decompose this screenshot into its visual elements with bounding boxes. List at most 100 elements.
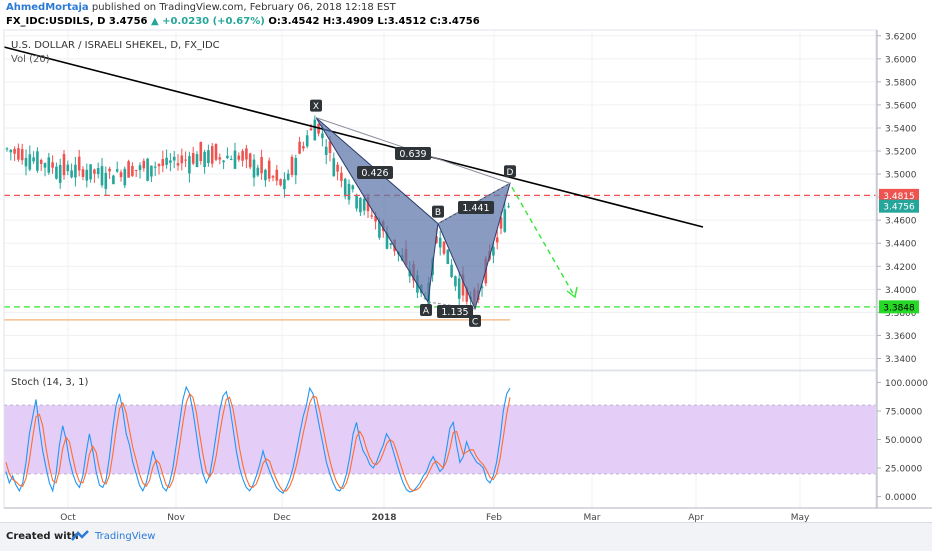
- candle-body: [184, 159, 187, 161]
- candle-body: [324, 146, 328, 155]
- candle-body: [51, 162, 54, 168]
- price-change: +0.0230 (+0.67%): [162, 16, 265, 27]
- projection-arrow-head: [566, 286, 578, 299]
- price-label: 3.4815: [883, 192, 915, 202]
- stoch-series-line: [5, 392, 511, 492]
- chart-title: U.S. DOLLAR / ISRAELI SHEKEL, D, FX_IDC: [11, 40, 220, 51]
- pattern-point-label: C: [472, 317, 478, 327]
- candle-body: [214, 144, 218, 160]
- stoch-tick-label: 75.0000: [885, 407, 922, 417]
- candle-body: [457, 278, 461, 299]
- candle-body: [237, 155, 241, 160]
- stoch-tick-label: 25.0000: [885, 465, 922, 475]
- candle-body: [313, 119, 317, 141]
- stoch-tick-label: 0.0000: [885, 493, 917, 503]
- candle-body: [39, 159, 43, 164]
- candle-body: [115, 169, 119, 172]
- candle-body: [256, 167, 260, 176]
- candle-body: [480, 286, 484, 289]
- candle-body: [210, 146, 214, 164]
- candle-body: [17, 148, 20, 160]
- candle-body: [123, 168, 127, 186]
- candle-body: [245, 148, 248, 160]
- candle-body: [81, 169, 85, 177]
- candle-body: [199, 141, 203, 162]
- stoch-title: Stoch (14, 3, 1): [11, 377, 88, 388]
- candle-body: [85, 169, 89, 181]
- candle-body: [302, 146, 305, 149]
- candle-body: [195, 154, 199, 168]
- symbol-label: FX_IDC:USDILS, D: [6, 16, 106, 27]
- author-name[interactable]: AhmedMortaja: [6, 2, 89, 13]
- candle-body: [13, 148, 16, 154]
- stoch-band: [4, 405, 876, 474]
- candlestick-series: [5, 115, 510, 312]
- change-up-icon: ▲: [150, 16, 159, 27]
- candle-body: [134, 169, 138, 171]
- tradingview-logo-icon: [71, 530, 89, 541]
- candle-body: [355, 195, 358, 209]
- price-label: 3.4756: [883, 203, 915, 213]
- price-label-badge: [879, 188, 919, 202]
- candle-body: [359, 198, 362, 213]
- time-tick-label: Mar: [584, 513, 601, 522]
- candle-body: [32, 157, 35, 162]
- chart-header: AhmedMortaja published on TradingView.co…: [0, 0, 932, 30]
- candle-body: [218, 157, 222, 160]
- candle-body: [77, 156, 81, 171]
- candle-body: [74, 164, 77, 178]
- candle-body: [279, 179, 282, 186]
- pattern-point-label: B: [435, 208, 441, 218]
- candle-body: [176, 163, 180, 166]
- price-tick-label: 3.3400: [885, 355, 917, 365]
- candle-body: [495, 237, 499, 243]
- candle-body: [229, 159, 233, 161]
- high-value: H:3.4909: [322, 16, 374, 27]
- candle-body: [374, 215, 377, 222]
- pattern-triangle-xab: [315, 117, 439, 304]
- candle-body: [28, 154, 32, 170]
- stoch-tick-label: 100.0000: [885, 379, 928, 389]
- candle-body: [446, 249, 450, 264]
- candle-body: [275, 169, 279, 181]
- candle-body: [222, 160, 225, 163]
- price-tick-label: 3.4000: [885, 286, 917, 296]
- candle-body: [271, 176, 275, 178]
- candle-body: [378, 221, 381, 238]
- pattern-point-badge: [504, 165, 516, 178]
- price-label-badge: [879, 300, 919, 314]
- candle-body: [131, 165, 134, 176]
- time-tick-label: Nov: [167, 513, 185, 522]
- candle-body: [104, 172, 108, 189]
- candle-body: [298, 141, 301, 154]
- price-tick-label: 3.3800: [885, 309, 917, 319]
- pattern-point-badge: [310, 99, 322, 112]
- ratio-badge: [395, 147, 431, 160]
- ratio-label: 0.639: [399, 149, 426, 160]
- candle-body: [180, 155, 184, 164]
- time-tick-label: May: [791, 513, 810, 522]
- harmonic-pattern[interactable]: X A B C D 0.639 0.426 1.441 1.135: [310, 99, 578, 328]
- candle-body: [305, 135, 309, 147]
- candle-body: [93, 169, 96, 174]
- candle-body: [264, 169, 267, 181]
- tradingview-brand[interactable]: TradingView: [95, 531, 156, 542]
- low-value: L:3.4512: [377, 16, 427, 27]
- candle-body: [286, 173, 290, 180]
- pattern-point-label: D: [507, 168, 514, 178]
- candle-body: [203, 151, 206, 167]
- candle-body: [9, 149, 13, 153]
- created-with-label: Created with: [6, 531, 79, 542]
- price-pane-frame: [3, 29, 877, 371]
- candle-body: [385, 232, 389, 249]
- candle-body: [66, 164, 70, 172]
- price-label: 3.3848: [883, 303, 915, 313]
- pattern-point-badge: [432, 205, 444, 218]
- pattern-point-badge: [469, 314, 481, 327]
- candle-body: [294, 158, 298, 176]
- pattern-point-label: X: [313, 102, 319, 112]
- candle-body: [169, 160, 172, 163]
- candle-body: [47, 157, 51, 173]
- open-value: O:3.4542: [268, 16, 320, 27]
